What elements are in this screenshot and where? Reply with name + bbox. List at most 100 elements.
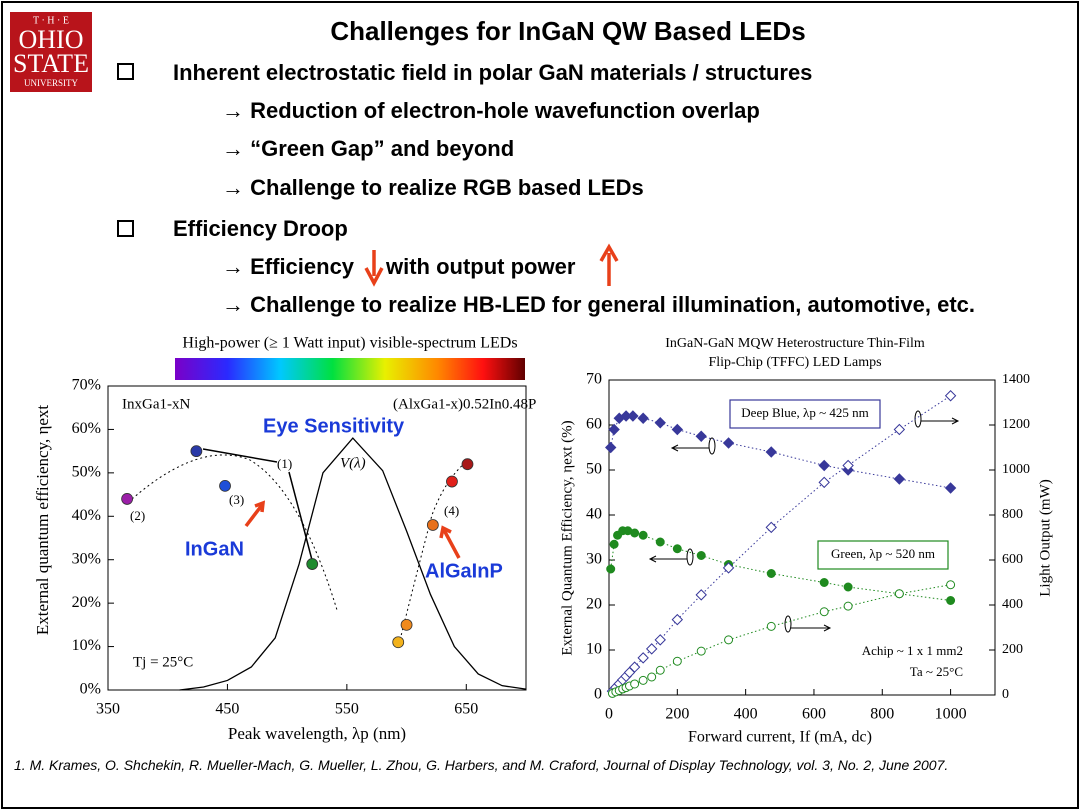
x-tick-label: 800 — [870, 706, 894, 723]
data-point — [765, 446, 777, 458]
slide-title: Challenges for InGaN QW Based LEDs — [330, 16, 805, 46]
data-point — [765, 521, 777, 534]
data-point — [655, 537, 665, 547]
axis-icon — [670, 444, 709, 452]
x-tick-label: 200 — [665, 706, 689, 723]
data-point — [818, 476, 830, 489]
sensitivity-curve — [179, 437, 527, 691]
data-point — [637, 652, 649, 664]
x-axis-label: Peak wavelength, λp (nm) — [228, 724, 406, 743]
annotation: AlGaInP — [425, 560, 503, 582]
bullet-box — [117, 63, 134, 80]
data-point — [766, 621, 776, 631]
data-point — [843, 582, 853, 592]
x-tick-label: 450 — [215, 701, 239, 718]
axis-icon — [686, 548, 694, 566]
bullet: Efficiency Droop — [173, 216, 348, 241]
x-tick-label: 0 — [605, 706, 613, 723]
data-point — [944, 482, 957, 494]
y-tick-label: 20 — [586, 596, 602, 613]
down-arrow — [364, 250, 384, 287]
y-tick-label: 30% — [72, 550, 101, 567]
y-tick-label: 30 — [586, 551, 602, 568]
y-tick-label: 40 — [586, 506, 602, 523]
data-point — [695, 589, 707, 601]
chart-title: Flip-Chip (TFFC) LED Lamps — [708, 355, 881, 370]
annotation: InGaN — [185, 538, 244, 560]
y2-tick-label: 1400 — [1002, 372, 1030, 387]
plot-frame — [107, 385, 527, 691]
y-tick-label: 0% — [80, 681, 101, 698]
y2-tick-label: 1200 — [1002, 417, 1030, 432]
axis-icon — [784, 615, 792, 633]
chart-title: High-power (≥ 1 Watt input) visible-spec… — [182, 335, 517, 352]
annotation: (2) — [130, 508, 145, 523]
data-point — [628, 661, 641, 673]
legend-label: Green, λp ~ 520 nm — [831, 546, 935, 561]
data-point — [722, 562, 735, 574]
y-tick-label: 10% — [72, 637, 101, 654]
data-point — [819, 607, 829, 617]
data-point — [608, 423, 620, 436]
y2-tick-label: 200 — [1002, 642, 1023, 657]
sub-bullet: → Challenge to realize RGB based LEDs — [222, 175, 644, 200]
leader-line — [288, 471, 313, 561]
y2-tick-label: 800 — [1002, 507, 1023, 522]
x-axis-label: Forward current, If (mA, dc) — [688, 729, 872, 746]
x-tick-label: 650 — [454, 701, 478, 718]
axis-icon — [648, 555, 687, 563]
annotation: Eye Sensitivity — [263, 415, 405, 437]
data-point — [630, 528, 640, 538]
annotation: Ta ~ 25°C — [910, 664, 963, 679]
trend-curve — [131, 454, 338, 611]
y2-tick-label: 0 — [1002, 687, 1009, 702]
data-point — [654, 634, 666, 646]
data-point — [946, 596, 956, 605]
legend-box — [729, 399, 881, 429]
bullet-box — [117, 220, 134, 237]
spectrum-bar — [175, 358, 525, 380]
data-point — [426, 519, 439, 531]
annotation: InxGa1-xN — [122, 396, 190, 412]
sub-bullet: → “Green Gap” and beyond — [222, 136, 514, 161]
data-point — [946, 580, 956, 590]
chart-title: InGaN-GaN MQW Heterostructure Thin-Film — [665, 336, 925, 351]
y2-axis-label: Light Output (mW) — [1037, 479, 1053, 596]
data-point — [893, 423, 906, 436]
y-tick-label: 60 — [586, 416, 602, 433]
logo-text: UNIVERSITY — [24, 78, 78, 88]
leader-line — [202, 448, 278, 463]
axis-icon — [921, 417, 960, 425]
reference: 1. M. Krames, O. Shchekin, R. Mueller-Ma… — [14, 757, 949, 773]
bullet: Inherent electrostatic field in polar Ga… — [173, 60, 812, 85]
y2-tick-label: 1000 — [1002, 462, 1030, 477]
data-point — [606, 564, 616, 574]
data-point — [672, 544, 682, 554]
y-tick-label: 50 — [586, 461, 602, 478]
x-tick-label: 350 — [96, 701, 120, 718]
data-point — [894, 589, 904, 599]
data-point — [671, 423, 684, 436]
y-tick-label: 0 — [594, 686, 602, 703]
y-axis-label: External quantum efficiency, ηext — [33, 405, 52, 636]
y-tick-label: 10 — [586, 641, 602, 658]
data-point — [219, 479, 231, 492]
annotation: (4) — [444, 503, 459, 518]
data-point — [609, 539, 619, 549]
y2-tick-label: 400 — [1002, 597, 1023, 612]
data-point — [190, 445, 203, 458]
axis-icon — [791, 624, 832, 632]
data-point — [722, 437, 735, 449]
data-point — [400, 618, 413, 631]
data-point — [638, 530, 648, 540]
x-tick-label: 1000 — [935, 706, 967, 723]
data-point — [893, 473, 906, 485]
legend-label: Deep Blue, λp ~ 425 nm — [741, 405, 868, 420]
data-point — [605, 441, 617, 454]
trend-curve — [399, 461, 467, 641]
data-point — [842, 459, 854, 472]
data-point — [843, 601, 853, 611]
data-point — [627, 410, 639, 422]
